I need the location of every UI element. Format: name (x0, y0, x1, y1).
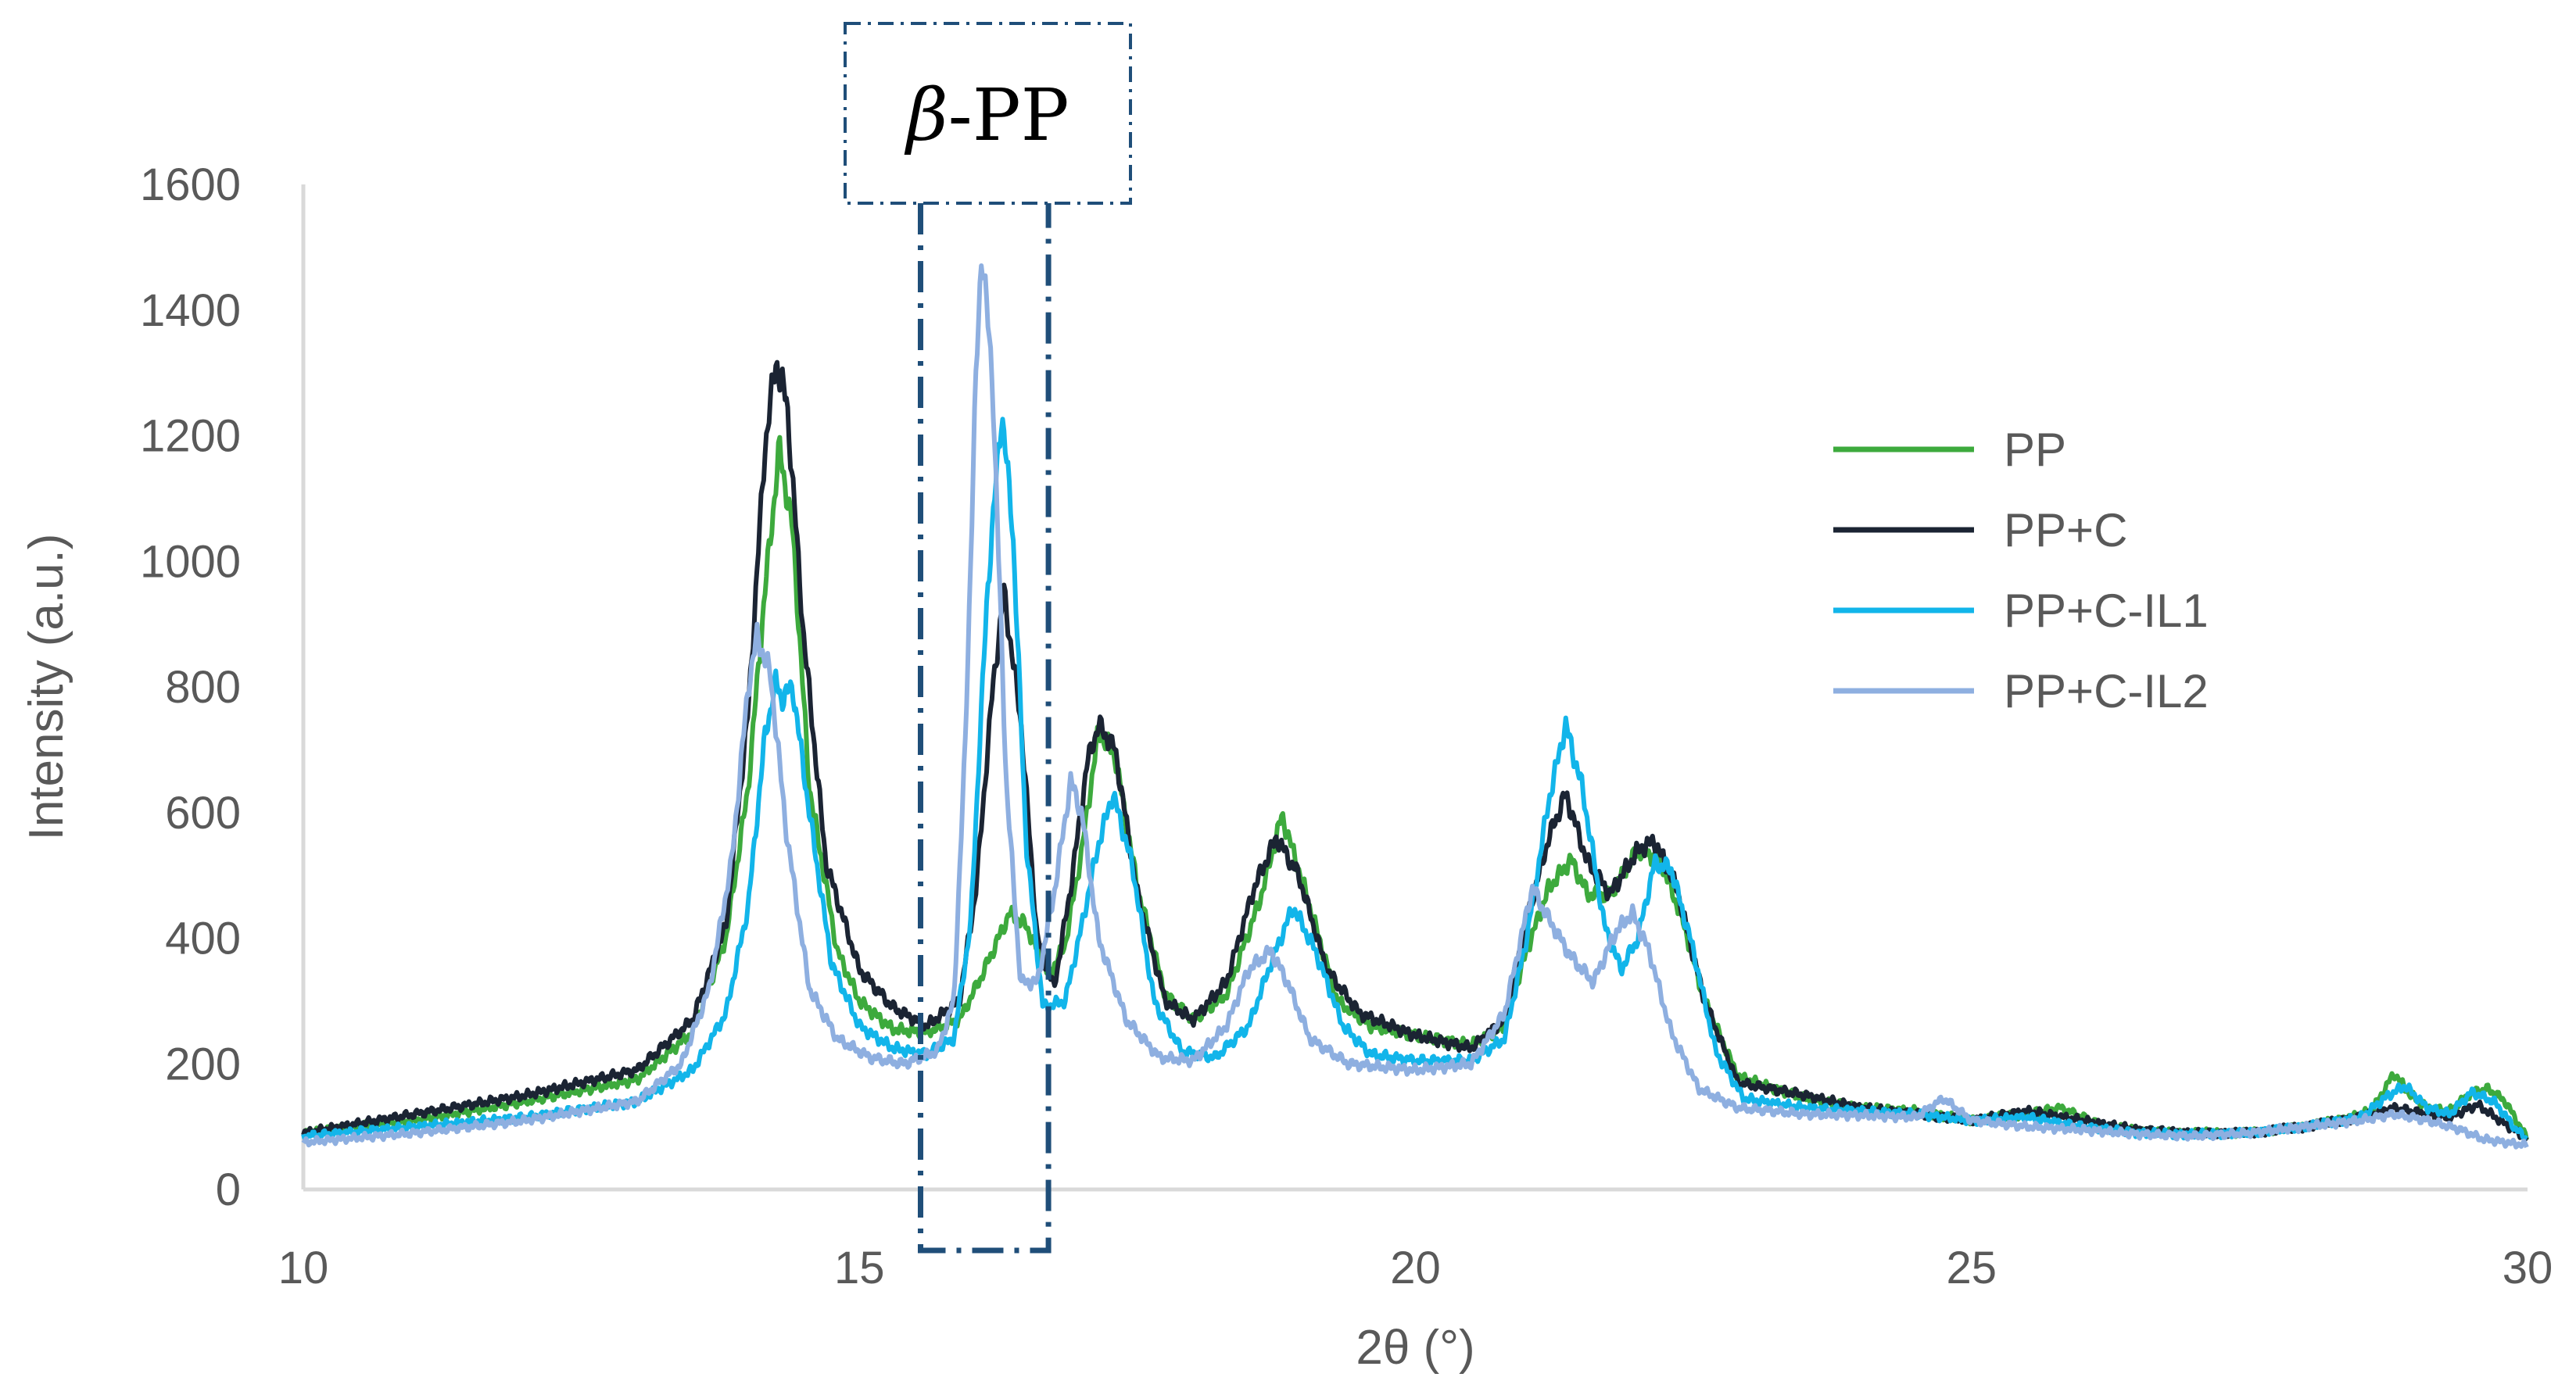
x-tick-label: 20 (1390, 1243, 1441, 1293)
series-line (301, 263, 2529, 1150)
y-tick-label: 1200 (140, 411, 241, 462)
series-lines (301, 263, 2529, 1150)
beta-pp-label-box (844, 22, 1132, 205)
y-axis-title: Intensity (a.u.) (20, 534, 73, 841)
beta-pp-label-greek: β (904, 73, 948, 157)
beta-pp-label: β-PP (904, 73, 1069, 157)
x-axis-title: 2θ (°) (1356, 1321, 1474, 1375)
y-tick-label: 0 (216, 1164, 241, 1215)
legend-label: PP+C (2004, 504, 2127, 556)
y-tick-label: 1600 (140, 159, 241, 210)
legend-label: PP (2004, 424, 2066, 476)
y-tick-label: 600 (165, 788, 241, 839)
legend-label: PP+C-IL1 (2004, 585, 2209, 637)
y-tick-label: 1400 (140, 285, 241, 336)
series-line (301, 359, 2529, 1142)
x-tick-labels: 10 15 20 25 30 (278, 1243, 2553, 1293)
x-tick-label: 25 (1946, 1243, 1997, 1293)
y-tick-label: 800 (165, 662, 241, 713)
y-tick-label: 400 (165, 914, 241, 964)
y-tick-labels: 0 200 400 600 800 1000 1200 1400 1600 (140, 159, 241, 1215)
beta-pp-annotation: β-PP (844, 22, 1132, 1254)
legend-label: PP+C-IL2 (2004, 665, 2209, 717)
x-tick-label: 10 (278, 1243, 329, 1293)
beta-pp-label-rest: -PP (948, 73, 1069, 157)
legend: PP PP+C PP+C-IL1 PP+C-IL2 (1833, 424, 2209, 717)
x-tick-label: 30 (2503, 1243, 2553, 1293)
y-tick-label: 1000 (140, 536, 241, 587)
x-tick-label: 15 (834, 1243, 885, 1293)
y-tick-label: 200 (165, 1039, 241, 1089)
beta-pp-region-bracket (917, 203, 1052, 1254)
axes (301, 184, 2528, 1192)
